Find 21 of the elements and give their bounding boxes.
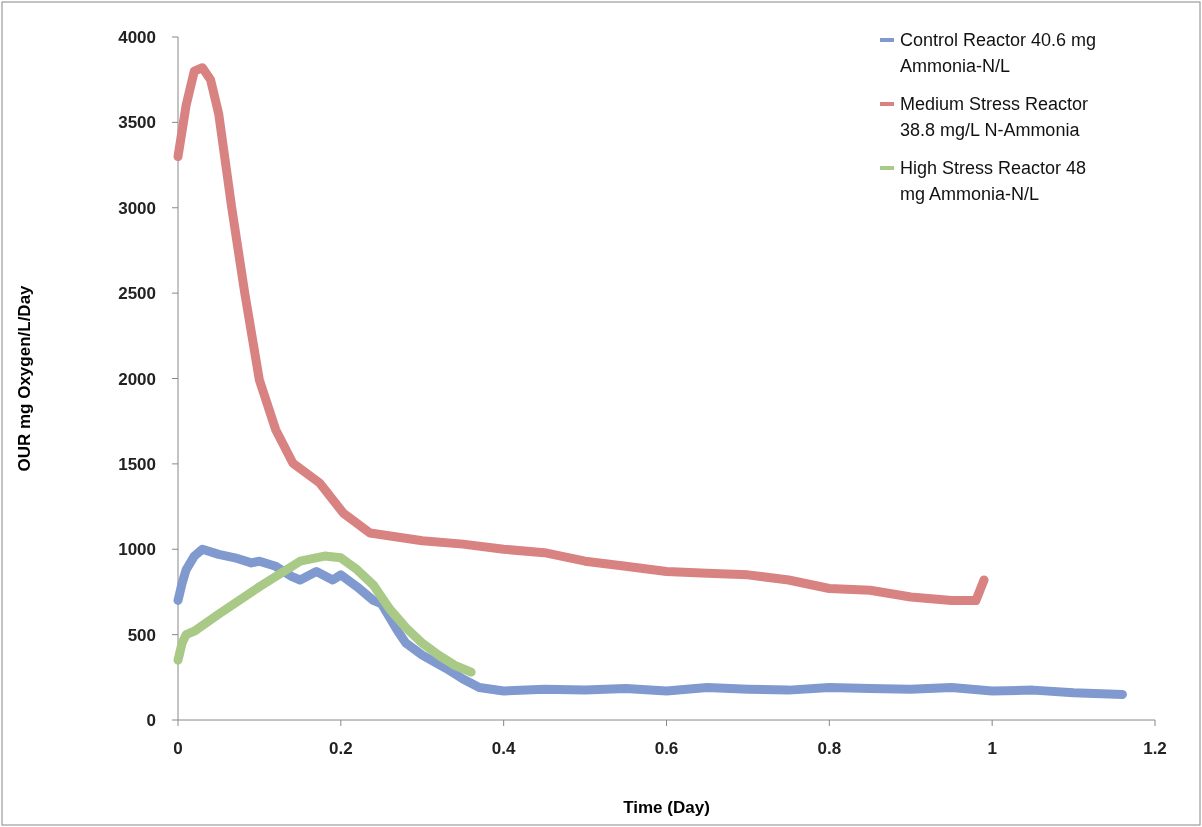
x-tick-label: 1 <box>987 739 997 758</box>
x-tick-label: 1.2 <box>1143 739 1167 758</box>
x-axis-title: Time (Day) <box>623 798 710 817</box>
y-tick-label: 1000 <box>118 540 156 560</box>
y-axis-title: OUR mg Oxygen/L/Day <box>15 284 34 472</box>
y-tick-label: 3500 <box>118 113 156 133</box>
x-tick-label: 0.2 <box>329 739 353 758</box>
x-tick-label: 0.4 <box>491 739 517 758</box>
x-tick-label: 0 <box>173 739 183 758</box>
y-tick-label: 500 <box>127 625 156 645</box>
legend-label: Control Reactor 40.6 mg Ammonia-N/L <box>900 30 1097 76</box>
y-tick-label: 4000 <box>118 28 156 47</box>
y-tick-label: 2000 <box>118 369 156 389</box>
y-tick-label: 1500 <box>118 454 156 474</box>
y-tick-label: 0 <box>146 711 156 730</box>
y-tick-label: 3000 <box>118 198 156 218</box>
y-tick-label: 2500 <box>118 284 156 304</box>
legend-label: High Stress Reactor 48 mg Ammonia-N/L <box>900 158 1087 204</box>
x-tick-label: 0.8 <box>817 739 842 758</box>
legend-label: Medium Stress Reactor 38.8 mg/L N-Ammonia <box>900 94 1089 140</box>
x-tick-label: 0.6 <box>654 739 679 758</box>
